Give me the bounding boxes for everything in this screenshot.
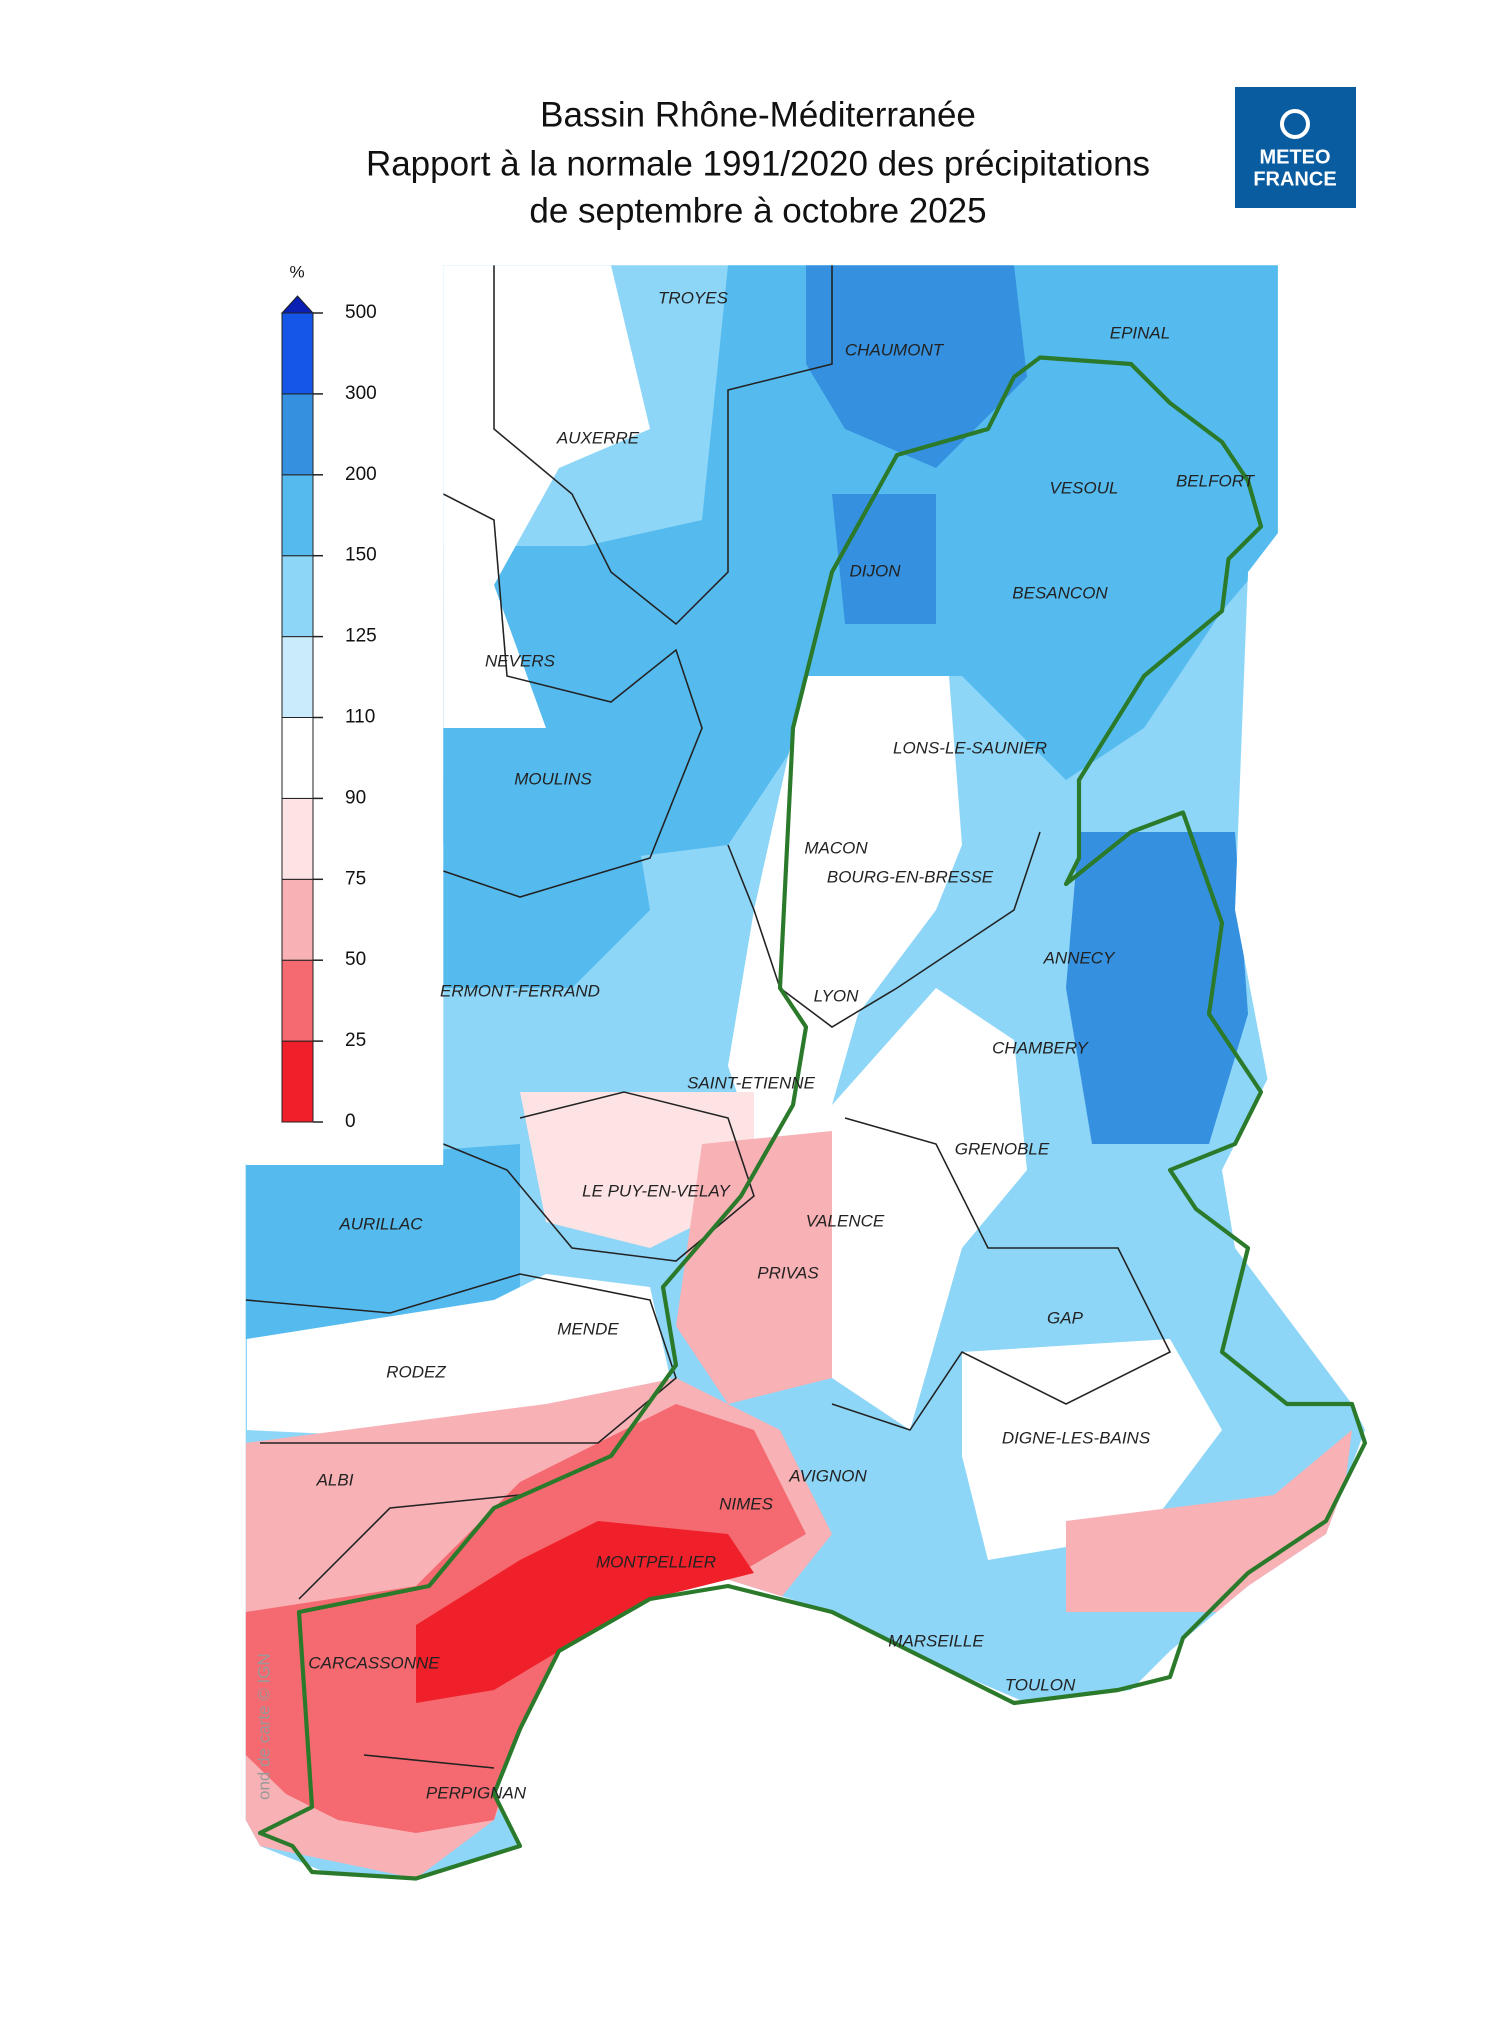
basin-outline <box>257 355 1368 1881</box>
city-label: CARCASSONNE <box>308 1653 440 1672</box>
city-label: LYON <box>814 986 859 1005</box>
city-label: BELFORT <box>1176 471 1256 490</box>
city-label: BOURG-EN-BRESSE <box>827 867 994 886</box>
logo-text: FRANCE <box>1253 168 1336 190</box>
city-label: MOULINS <box>514 769 592 788</box>
logo-text: METEO <box>1259 146 1330 168</box>
legend-over <box>280 295 315 314</box>
legend-swatch <box>281 393 314 476</box>
city-label: ANNECY <box>1043 948 1117 967</box>
city-label: MENDE <box>557 1319 619 1338</box>
city-label: CHAUMONT <box>845 340 945 359</box>
title: de septembre à octobre 2025 <box>529 191 986 230</box>
legend-swatch <box>281 797 314 880</box>
legend-tick-label: 150 <box>345 545 377 566</box>
city-label: LE PUY-EN-VELAY <box>582 1181 731 1200</box>
city-label: EPINAL <box>1110 323 1170 342</box>
city-label: MARSEILLE <box>888 1631 984 1650</box>
title: Rapport à la normale 1991/2020 des préci… <box>366 144 1150 183</box>
city-label: MONTPELLIER <box>596 1552 716 1571</box>
city-label: VALENCE <box>806 1211 885 1230</box>
title: Bassin Rhône-Méditerranée <box>540 95 976 134</box>
city-label: CHAMBERY <box>992 1038 1089 1057</box>
legend-tick-label: 200 <box>345 464 377 485</box>
legend-unit: % <box>289 262 304 281</box>
legend-tick-label: 125 <box>345 626 377 647</box>
city-label: DIJON <box>850 561 902 580</box>
legend-tick-label: 90 <box>345 787 366 808</box>
legend-tick-label: 75 <box>345 868 366 889</box>
legend-tick-label: 50 <box>345 949 366 970</box>
city-label: ERMONT-FERRAND <box>440 981 600 1000</box>
city-label: SAINT-ETIENNE <box>687 1073 816 1092</box>
city-label: PRIVAS <box>757 1263 819 1282</box>
logo <box>1235 87 1356 208</box>
legend-swatch <box>281 312 314 395</box>
legend-swatch <box>281 878 314 961</box>
city-label: AVIGNON <box>788 1466 867 1485</box>
legend-tick-label: 500 <box>345 302 377 323</box>
legend-tick-label: 300 <box>345 383 377 404</box>
city-label: RODEZ <box>386 1362 446 1381</box>
city-label: DIGNE-LES-BAINS <box>1002 1428 1151 1447</box>
city-label: AURILLAC <box>338 1214 423 1233</box>
city-label: TROYES <box>658 288 729 307</box>
city-label: LONS-LE-SAUNIER <box>893 738 1047 757</box>
legend-tick-label: 25 <box>345 1030 366 1051</box>
map <box>245 265 1365 1879</box>
city-label: PERPIGNAN <box>426 1783 527 1802</box>
legend-swatch <box>281 1040 314 1123</box>
city-label: NEVERS <box>485 651 556 670</box>
legend-swatch <box>281 959 314 1042</box>
credit: ond de carte © IGN <box>254 1653 273 1800</box>
legend-swatch <box>281 555 314 638</box>
city-label: AUXERRE <box>556 428 640 447</box>
legend-swatch <box>281 474 314 557</box>
legend-tick-label: 110 <box>345 707 375 728</box>
city-label: VESOUL <box>1050 478 1119 497</box>
logo-icon <box>1280 109 1310 139</box>
city-label: MACON <box>804 838 868 857</box>
city-label: GRENOBLE <box>955 1139 1050 1158</box>
city-label: TOULON <box>1005 1675 1076 1694</box>
legend-swatch <box>281 636 314 718</box>
legend-swatch <box>281 717 314 799</box>
legend-tick-label: 0 <box>345 1111 356 1132</box>
city-label: GAP <box>1047 1308 1084 1327</box>
legend-panel <box>246 260 443 1165</box>
city-label: BESANCON <box>1012 583 1108 602</box>
city-label: ALBI <box>316 1470 354 1489</box>
city-label: NIMES <box>719 1494 774 1513</box>
